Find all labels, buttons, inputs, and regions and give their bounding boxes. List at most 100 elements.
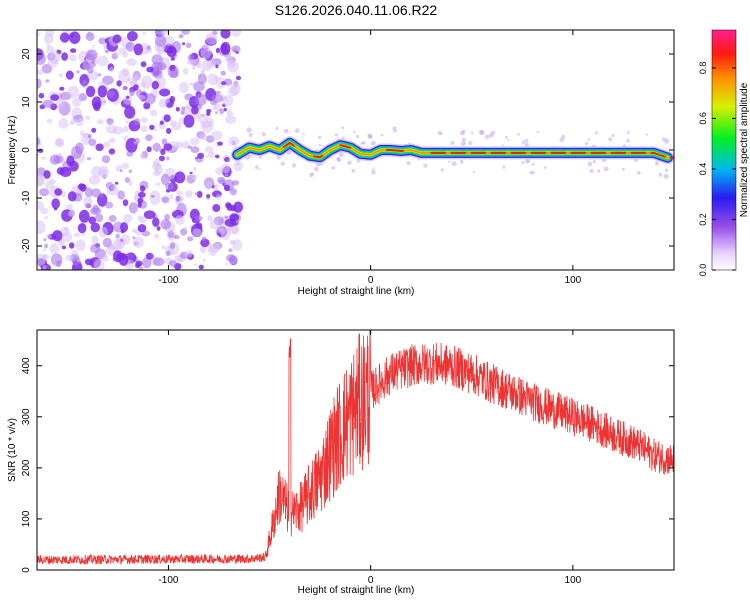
halo-dot (663, 173, 669, 179)
noise-blob (189, 171, 193, 175)
noise-blob (169, 95, 176, 103)
noise-blob (142, 88, 146, 93)
snr-frame (36, 329, 675, 571)
halo-dot (334, 133, 339, 137)
noise-blob (201, 72, 205, 76)
noise-blob (55, 99, 65, 109)
halo-dot (636, 171, 641, 175)
noise-blob (37, 153, 40, 157)
noise-blob (116, 80, 122, 87)
halo-dot (559, 137, 565, 142)
noise-blob (59, 32, 70, 43)
noise-blob (53, 155, 64, 164)
x-tick-label: 0 (368, 275, 374, 286)
y-tick-label: 300 (21, 408, 32, 425)
noise-blob (166, 46, 177, 58)
y-tick-label: 200 (21, 459, 32, 476)
noise-blob (68, 54, 77, 62)
noise-blob (122, 86, 127, 90)
halo-dot (621, 167, 625, 171)
noise-blob (159, 88, 171, 97)
noise-blob (49, 51, 61, 64)
noise-blob (158, 155, 165, 162)
noise-blob (146, 45, 151, 50)
noise-blob (55, 137, 64, 147)
colorbar: 0.0 0.2 0.4 0.6 0.8 Normalized spectral ampl… (698, 29, 750, 276)
noise-blob (142, 31, 146, 36)
noise-blob (103, 141, 111, 149)
noise-blob (180, 110, 185, 115)
halo-dot (275, 127, 279, 130)
noise-blob (37, 137, 41, 145)
noise-blob (159, 120, 164, 125)
noise-blob (155, 182, 160, 187)
noise-blob (133, 43, 143, 56)
noise-blob (67, 85, 80, 99)
noise-blob (125, 41, 135, 52)
noise-blob (52, 230, 63, 242)
halo-dot (351, 168, 356, 173)
noise-blob (175, 215, 185, 226)
noise-blob (158, 98, 168, 108)
noise-blob (168, 260, 177, 267)
snr-y-ticks: 0 100 200 300 400 (21, 357, 674, 573)
noise-blob (226, 111, 234, 117)
noise-blob (152, 142, 162, 152)
noise-blob (181, 30, 190, 35)
noise-blob (38, 92, 45, 99)
noise-blob (77, 183, 86, 191)
noise-blob (41, 156, 46, 160)
halo-dot (347, 160, 352, 165)
noise-blob (212, 183, 219, 192)
noise-blob (123, 125, 129, 133)
noise-blob (191, 173, 198, 180)
noise-blob (135, 263, 141, 269)
noise-blob (46, 118, 53, 124)
noise-blob (73, 232, 80, 238)
noise-blob (212, 204, 221, 212)
halo-dot (248, 155, 252, 158)
noise-blob (224, 174, 228, 177)
noise-blob (206, 117, 214, 127)
halo-dot (507, 138, 510, 141)
spectrogram-y-label: Frequency (Hz) (7, 116, 18, 185)
noise-blob (84, 258, 93, 266)
noise-blob (44, 243, 48, 249)
noise-blob (66, 203, 73, 210)
noise-blob (216, 194, 221, 200)
noise-blob (125, 95, 130, 99)
noise-blob (91, 188, 101, 198)
noise-blob (227, 86, 239, 97)
noise-blob (83, 196, 93, 208)
noise-blob (133, 118, 141, 126)
noise-blob (170, 56, 175, 61)
noise-blob (129, 89, 135, 97)
noise-blob (187, 54, 195, 61)
noise-blob (70, 48, 77, 53)
noise-blob (208, 243, 221, 253)
noise-blob (42, 264, 47, 270)
spectrogram-x-ticks: -100 0 100 (158, 30, 582, 286)
noise-blob (98, 165, 109, 179)
noise-blob (86, 157, 91, 161)
noise-blob (108, 214, 117, 223)
x-tick-label: -100 (158, 575, 178, 586)
halo-dot (536, 131, 539, 134)
noise-blob (149, 124, 155, 130)
noise-blob (124, 105, 136, 119)
halo-dot (468, 141, 473, 145)
noise-blob (154, 128, 158, 132)
noise-blob (97, 85, 108, 98)
noise-blob (133, 140, 137, 145)
noise-blob (85, 85, 96, 98)
halo-dot (531, 171, 535, 175)
noise-blob (161, 196, 169, 203)
y-tick-label: 20 (21, 48, 32, 60)
noise-blob (169, 68, 179, 78)
noise-blob (193, 81, 205, 92)
halo-dot (380, 133, 384, 137)
noise-blob (230, 205, 237, 212)
noise-blob (183, 114, 195, 128)
noise-blob (163, 35, 175, 46)
noise-blob (161, 138, 168, 146)
